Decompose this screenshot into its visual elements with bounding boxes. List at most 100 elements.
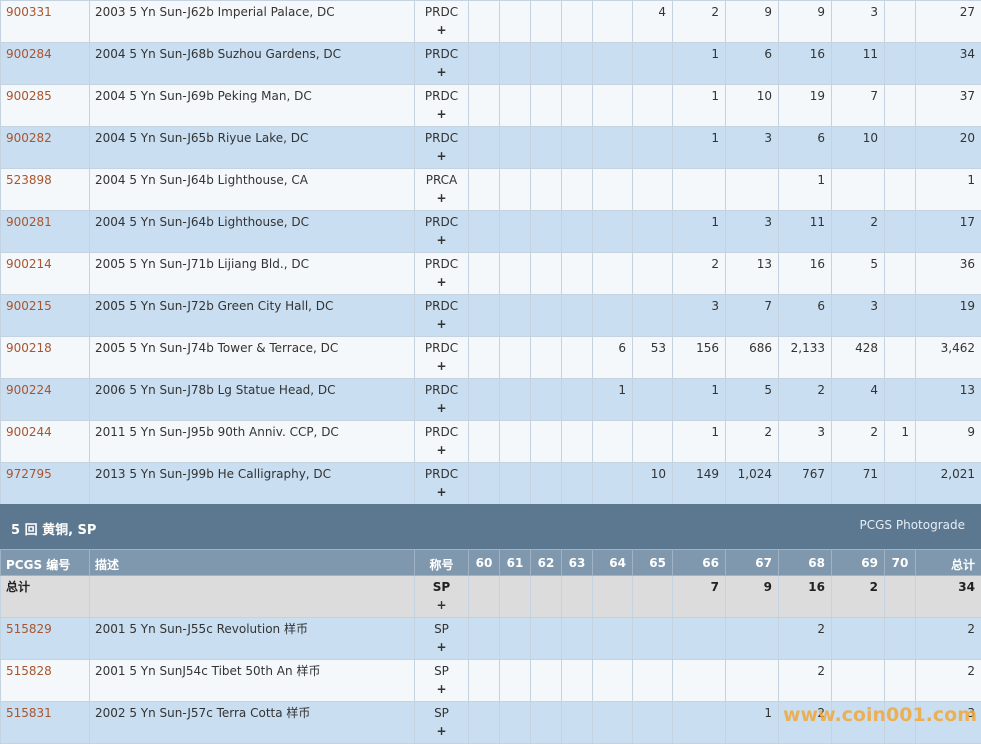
population-cell: 2: [831, 210, 885, 253]
header-61[interactable]: 61: [499, 549, 531, 576]
expand-plus-button[interactable]: +: [436, 233, 447, 247]
header-grade[interactable]: 称号: [414, 549, 469, 576]
population-cell: [499, 420, 531, 463]
header-desc[interactable]: 描述: [89, 549, 415, 576]
pcgs-code-link[interactable]: 972795: [6, 467, 52, 481]
pcgs-code-link[interactable]: 515828: [6, 664, 52, 678]
pcgs-code-link[interactable]: 900244: [6, 425, 52, 439]
pcgs-code-link[interactable]: 900215: [6, 299, 52, 313]
header-code[interactable]: PCGS 编号: [0, 549, 90, 576]
expand-plus-button[interactable]: +: [436, 401, 447, 415]
population-cell: [632, 659, 673, 702]
expand-plus-button[interactable]: +: [436, 724, 447, 738]
expand-plus-button[interactable]: +: [436, 275, 447, 289]
pcgs-code-link[interactable]: 900284: [6, 47, 52, 61]
total-label: 总计: [0, 575, 90, 618]
population-cell: 3: [778, 420, 832, 463]
population-cell: [499, 617, 531, 660]
expand-plus-button[interactable]: +: [436, 65, 447, 79]
population-cell: [725, 659, 779, 702]
population-cell: [468, 659, 500, 702]
pcgs-code-link[interactable]: 900224: [6, 383, 52, 397]
population-cell: [884, 462, 916, 505]
pcgs-code-link[interactable]: 523898: [6, 173, 52, 187]
expand-plus-button[interactable]: +: [436, 682, 447, 696]
pcgs-code-link[interactable]: 900331: [6, 5, 52, 19]
population-cell: [592, 42, 633, 85]
expand-plus-button[interactable]: +: [436, 107, 447, 121]
total-cell: [468, 575, 500, 618]
header-64[interactable]: 64: [592, 549, 633, 576]
pcgs-code-link[interactable]: 515829: [6, 622, 52, 636]
header-63[interactable]: 63: [561, 549, 593, 576]
header-70[interactable]: 70: [884, 549, 916, 576]
population-cell: [632, 378, 673, 421]
population-cell: 71: [831, 462, 885, 505]
pcgs-code-link[interactable]: 515831: [6, 706, 52, 720]
population-cell: [831, 168, 885, 211]
row-total-cell: 34: [915, 42, 981, 85]
pcgs-code-link[interactable]: 900285: [6, 89, 52, 103]
population-cell: 1: [672, 126, 726, 169]
expand-plus-button[interactable]: +: [436, 640, 447, 654]
population-cell: 1: [884, 420, 916, 463]
population-cell: [632, 252, 673, 295]
coin-description: 2005 5 Yn Sun-J74b Tower & Terrace, DC: [89, 336, 415, 379]
population-cell: [530, 294, 562, 337]
pcgs-code-cell: 900244: [0, 420, 90, 463]
total-plus[interactable]: +: [436, 598, 447, 612]
row-total-cell: 20: [915, 126, 981, 169]
header-69[interactable]: 69: [831, 549, 885, 576]
pcgs-code-cell: 900215: [0, 294, 90, 337]
pcgs-code-link[interactable]: 900218: [6, 341, 52, 355]
grade-designation: PRDC +: [414, 252, 469, 295]
expand-plus-button[interactable]: +: [436, 149, 447, 163]
expand-plus-button[interactable]: +: [436, 23, 447, 37]
coin-description: 2004 5 Yn Sun-J69b Peking Man, DC: [89, 84, 415, 127]
header-62[interactable]: 62: [530, 549, 562, 576]
grade-designation: PRDC +: [414, 126, 469, 169]
expand-plus-button[interactable]: +: [436, 317, 447, 331]
expand-plus-button[interactable]: +: [436, 443, 447, 457]
header-65[interactable]: 65: [632, 549, 673, 576]
population-cell: 1: [725, 701, 779, 744]
row-total-cell: 27: [915, 0, 981, 43]
population-cell: [499, 210, 531, 253]
table-row: 900281 2004 5 Yn Sun-J64b Lighthouse, DC P…: [0, 210, 981, 253]
photograde-link[interactable]: PCGS Photograde: [859, 518, 965, 532]
population-cell: [725, 617, 779, 660]
population-cell: [592, 420, 633, 463]
coin-description: 2003 5 Yn Sun-J62b Imperial Palace, DC: [89, 0, 415, 43]
population-cell: 149: [672, 462, 726, 505]
population-cell: [672, 617, 726, 660]
header-68[interactable]: 68: [778, 549, 832, 576]
population-cell: 11: [778, 210, 832, 253]
population-cell: [530, 210, 562, 253]
population-cell: [561, 336, 593, 379]
header-66[interactable]: 66: [672, 549, 726, 576]
grade-text: SP: [434, 706, 449, 720]
population-cell: [499, 462, 531, 505]
table-row: 900331 2003 5 Yn Sun-J62b Imperial Palace…: [0, 0, 981, 43]
pcgs-code-link[interactable]: 900281: [6, 215, 52, 229]
population-cell: [561, 294, 593, 337]
population-cell: [468, 0, 500, 43]
row-total-cell: 36: [915, 252, 981, 295]
population-cell: [561, 210, 593, 253]
grade-text: SP: [434, 622, 449, 636]
total-cell: [499, 575, 531, 618]
population-cell: [499, 252, 531, 295]
expand-plus-button[interactable]: +: [436, 359, 447, 373]
population-cell: 16: [778, 252, 832, 295]
expand-plus-button[interactable]: +: [436, 485, 447, 499]
grade-text: PRDC: [424, 383, 459, 397]
table-row: 515828 2001 5 Yn SunJ54c Tibet 50th An 样币…: [0, 659, 981, 702]
header-total[interactable]: 总计: [915, 549, 981, 576]
expand-plus-button[interactable]: +: [436, 191, 447, 205]
population-cell: [884, 294, 916, 337]
header-60[interactable]: 60: [468, 549, 500, 576]
population-cell: [499, 294, 531, 337]
header-67[interactable]: 67: [725, 549, 779, 576]
pcgs-code-link[interactable]: 900282: [6, 131, 52, 145]
pcgs-code-link[interactable]: 900214: [6, 257, 52, 271]
